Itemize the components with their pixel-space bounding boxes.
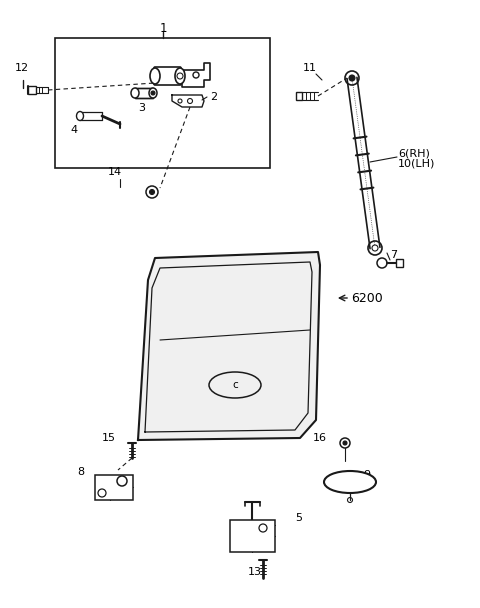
Text: 10(LH): 10(LH) — [398, 159, 435, 169]
Ellipse shape — [324, 471, 376, 493]
Text: 2: 2 — [210, 92, 217, 102]
Circle shape — [343, 441, 347, 445]
Text: 8: 8 — [77, 467, 84, 477]
Text: 16: 16 — [313, 433, 327, 443]
Text: 5: 5 — [295, 513, 302, 523]
Text: c: c — [232, 380, 238, 390]
Ellipse shape — [150, 68, 160, 84]
Text: 12: 12 — [15, 63, 29, 73]
Text: 7: 7 — [390, 250, 397, 260]
Circle shape — [372, 245, 378, 251]
Text: 1: 1 — [159, 21, 167, 35]
Polygon shape — [172, 95, 204, 107]
FancyBboxPatch shape — [230, 520, 275, 552]
Circle shape — [349, 75, 355, 81]
Bar — [135, 88, 153, 98]
Text: 4: 4 — [70, 125, 77, 135]
FancyBboxPatch shape — [95, 475, 133, 500]
FancyBboxPatch shape — [154, 67, 181, 85]
Bar — [28, 86, 36, 94]
Text: 11: 11 — [303, 63, 317, 73]
Bar — [55, 38, 270, 168]
Text: 13: 13 — [248, 567, 262, 577]
Text: 15: 15 — [102, 433, 116, 443]
Text: 14: 14 — [108, 167, 122, 177]
Circle shape — [149, 190, 155, 195]
Ellipse shape — [76, 111, 84, 120]
Text: 3: 3 — [138, 103, 145, 113]
Bar — [396, 259, 403, 267]
Polygon shape — [182, 63, 210, 87]
Text: 6(RH): 6(RH) — [398, 148, 430, 158]
Polygon shape — [138, 252, 320, 440]
Text: 9: 9 — [363, 470, 370, 480]
Bar — [296, 92, 302, 100]
Text: 6200: 6200 — [351, 291, 383, 305]
Circle shape — [151, 91, 155, 95]
Ellipse shape — [131, 88, 139, 98]
Ellipse shape — [175, 68, 185, 84]
Ellipse shape — [149, 88, 157, 98]
